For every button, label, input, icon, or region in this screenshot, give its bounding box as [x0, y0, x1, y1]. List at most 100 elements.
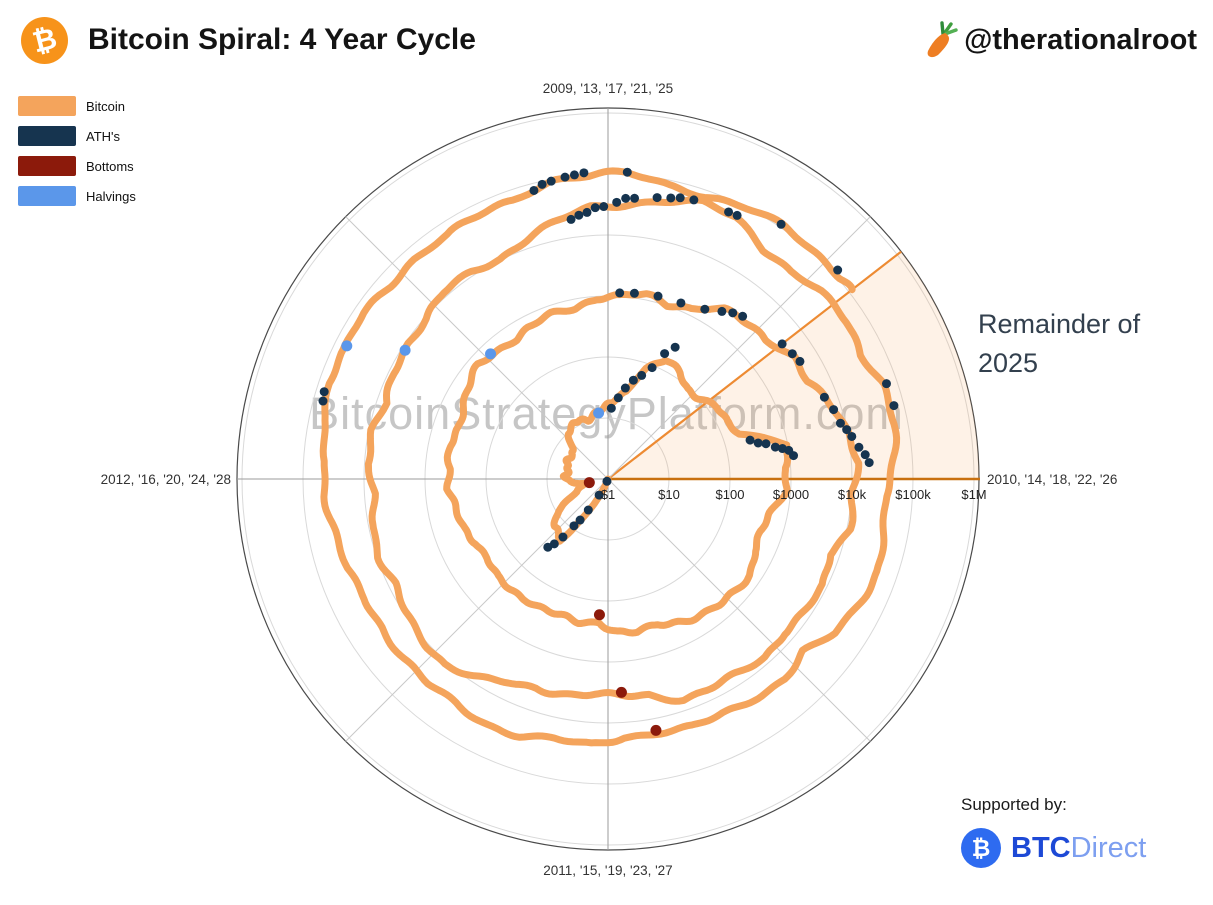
ath-dot — [847, 431, 857, 441]
ath-dot — [566, 214, 576, 224]
bitcoin-spiral-line — [319, 167, 901, 747]
ath-dot — [833, 265, 843, 275]
price-tick-label: $1M — [961, 487, 986, 502]
legend-swatch — [18, 186, 76, 206]
ath-dot — [599, 202, 609, 212]
price-tick-label: $1 — [601, 487, 615, 502]
ath-dot — [676, 298, 686, 308]
ath-dot — [724, 207, 734, 217]
legend-swatch — [18, 156, 76, 176]
ath-dot — [569, 170, 579, 180]
ath-dot — [864, 458, 874, 468]
ath-dot — [777, 339, 787, 349]
halving-dot — [341, 340, 353, 352]
year-axis-label-right: 2010, '14, '18, '22, '26 — [987, 472, 1117, 487]
legend-item-bitcoin: Bitcoin — [18, 91, 136, 121]
year-axis-label-top: 2009, '13, '17, '21, '25 — [543, 81, 673, 96]
ath-dot — [579, 168, 589, 178]
page-title: Bitcoin Spiral: 4 Year Cycle — [88, 23, 476, 56]
ath-dot — [622, 167, 632, 177]
ath-dot — [546, 176, 556, 186]
year-axis-label-bottom: 2011, '15, '19, '23, '27 — [543, 863, 672, 878]
remainder-annotation-line1: Remainder of — [978, 309, 1141, 339]
year-axis-label-left: 2012, '16, '20, '24, '28 — [101, 472, 231, 487]
legend-swatch — [18, 126, 76, 146]
ath-dot — [738, 311, 748, 321]
ath-dot — [732, 210, 742, 220]
ath-dot — [881, 379, 891, 389]
ath-dot — [537, 179, 547, 189]
legend-label: ATH's — [86, 128, 121, 144]
watermark: BitcoinStrategyPlatform.com — [309, 388, 904, 439]
ath-dot — [590, 203, 600, 213]
ath-dot — [653, 291, 663, 301]
ath-dot — [745, 435, 755, 445]
ath-dot — [594, 490, 604, 500]
halving-dot — [485, 348, 497, 360]
legend-item-aths: ATH's — [18, 121, 136, 151]
ath-dot — [787, 349, 797, 359]
legend-swatch — [18, 96, 76, 116]
ath-dot — [860, 450, 870, 460]
ath-dot — [543, 542, 553, 552]
ath-dot — [670, 342, 680, 352]
btcdirect-glyph: ₿ — [971, 835, 991, 862]
ath-dot — [889, 401, 899, 411]
price-tick-label: $100 — [716, 487, 745, 502]
ath-dot — [835, 418, 845, 428]
supported-by-label: Supported by: — [961, 795, 1067, 814]
remainder-annotation-line2: 2025 — [978, 348, 1039, 379]
ath-dot — [717, 306, 727, 316]
ath-dot — [621, 193, 631, 203]
ath-dot — [770, 442, 780, 452]
ath-dot — [560, 172, 570, 182]
supported-by-block: Supported by: ₿ BTCDirect — [961, 795, 1146, 868]
ath-dot — [776, 219, 786, 229]
remainder-annotation: Remainder of 2025 — [978, 305, 1140, 383]
btcdirect-wordmark: BTCDirect — [1011, 832, 1146, 865]
ath-dot — [689, 195, 699, 205]
ath-dot — [795, 356, 805, 366]
legend: Bitcoin ATH's Bottoms Halvings — [18, 91, 136, 211]
legend-label: Bitcoin — [86, 98, 126, 114]
ath-dot — [602, 476, 612, 486]
legend-label: Halvings — [86, 188, 136, 204]
author-handle: @therationalroot — [964, 23, 1197, 56]
author-block: @therationalroot — [924, 21, 1197, 59]
ath-dot — [606, 403, 616, 413]
ath-dot — [628, 375, 638, 385]
spoke-diagonal — [607, 478, 871, 742]
price-tick-label: $1000 — [773, 487, 809, 502]
bottom-dot — [650, 724, 662, 736]
price-tick-label: $10k — [838, 487, 867, 502]
btcdirect-word-direct: Direct — [1070, 831, 1147, 864]
ath-dot — [582, 207, 592, 217]
halving-dot — [593, 407, 605, 419]
ath-dot — [700, 304, 710, 314]
ath-dot — [789, 451, 799, 461]
bitcoin-glyph: ₿ — [28, 20, 60, 60]
ath-dot — [675, 193, 685, 203]
ath-dot — [613, 393, 623, 403]
ath-dot — [620, 383, 630, 393]
ath-dot — [819, 392, 829, 402]
halving-dot — [399, 344, 411, 356]
legend-item-halvings: Halvings — [18, 181, 136, 211]
bottom-dot — [615, 686, 627, 698]
price-tick-label: $100k — [895, 487, 931, 502]
ath-dot — [637, 370, 647, 380]
ath-dot — [574, 210, 584, 220]
legend-label: Bottoms — [86, 158, 134, 174]
btcdirect-logo: ₿ BTCDirect — [961, 828, 1146, 868]
ath-dot — [728, 308, 738, 318]
ath-dot — [558, 532, 568, 542]
ath-dot — [652, 193, 662, 203]
ath-dot — [612, 197, 622, 207]
legend-item-bottoms: Bottoms — [18, 151, 136, 181]
ath-dot — [660, 349, 670, 359]
ath-dot — [854, 442, 864, 452]
ath-dot — [575, 515, 585, 525]
spoke-diagonal — [345, 478, 609, 742]
ath-dot — [529, 185, 539, 195]
btcdirect-word-btc: BTC — [1011, 831, 1071, 864]
